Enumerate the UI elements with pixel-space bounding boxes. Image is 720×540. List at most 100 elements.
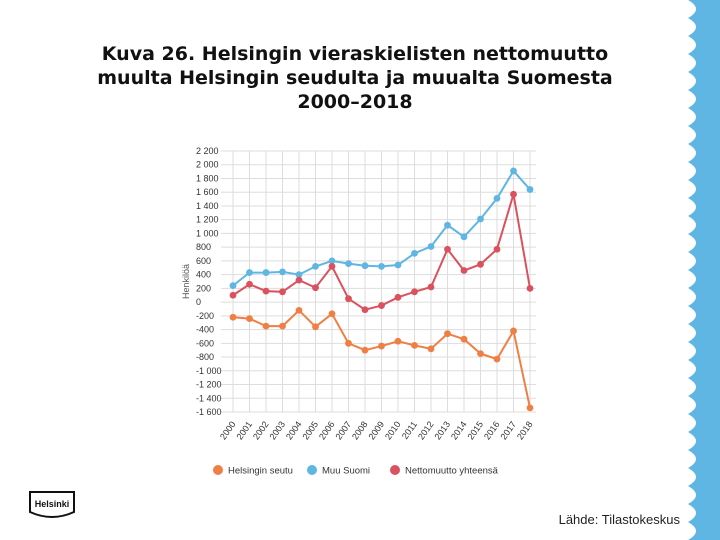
y-tick-label: 400 xyxy=(196,270,211,280)
x-tick-label: 2015 xyxy=(465,419,485,441)
data-point xyxy=(444,330,451,338)
data-point xyxy=(262,269,270,276)
x-tick-label: 2006 xyxy=(317,419,337,441)
data-point xyxy=(295,306,303,314)
y-tick-label: 1 400 xyxy=(196,201,219,211)
data-point xyxy=(312,262,319,270)
y-tick-label: -200 xyxy=(196,311,214,321)
y-tick-label: 800 xyxy=(196,242,211,252)
data-point xyxy=(246,315,253,322)
x-tick-label: 2004 xyxy=(284,419,304,441)
y-tick-label: 2 000 xyxy=(196,160,219,170)
data-point xyxy=(246,280,253,288)
data-point xyxy=(229,282,237,290)
helsinki-logo: Helsinki xyxy=(28,488,76,520)
data-point xyxy=(378,302,385,309)
y-tick-label: -1 600 xyxy=(196,407,222,417)
legend-label: Nettomuutto yhteensä xyxy=(405,466,499,477)
y-tick-label: -1 400 xyxy=(196,393,222,403)
x-tick-label: 2013 xyxy=(432,419,452,441)
data-point xyxy=(295,271,303,279)
legend-marker xyxy=(213,465,223,475)
y-tick-label: -1 000 xyxy=(196,366,222,376)
y-tick-label: -400 xyxy=(196,325,214,335)
y-tick-label: 1 800 xyxy=(196,173,219,183)
x-tick-label: 2010 xyxy=(383,419,403,441)
data-point xyxy=(427,283,435,291)
data-point xyxy=(510,190,517,198)
data-point xyxy=(477,260,484,268)
data-point xyxy=(328,262,336,270)
y-tick-label: -1 200 xyxy=(196,380,222,390)
x-tick-label: 2008 xyxy=(350,419,370,441)
data-point xyxy=(361,306,369,314)
data-point xyxy=(477,215,484,223)
data-point xyxy=(295,276,303,284)
data-point xyxy=(427,345,435,353)
data-point xyxy=(394,261,402,269)
data-point xyxy=(444,221,451,229)
decorative-wave-border xyxy=(688,0,720,540)
x-tick-label: 2009 xyxy=(366,419,386,441)
x-tick-label: 2016 xyxy=(482,419,502,441)
data-point xyxy=(328,310,336,318)
data-point xyxy=(378,262,385,270)
data-point xyxy=(328,257,336,265)
y-tick-label: -800 xyxy=(196,352,214,362)
x-tick-label: 2012 xyxy=(416,419,436,441)
x-tick-label: 2018 xyxy=(515,419,535,441)
logo-wordmark: Helsinki xyxy=(35,499,70,509)
data-point xyxy=(526,186,534,193)
page-title: Kuva 26. Helsingin vieraskielisten netto… xyxy=(80,42,630,114)
x-tick-label: 2001 xyxy=(234,419,254,441)
data-point xyxy=(378,342,385,350)
x-tick-label: 2007 xyxy=(333,419,353,441)
title-line-1: Kuva 26. Helsingin vieraskielisten netto… xyxy=(101,43,609,65)
data-point xyxy=(444,245,451,253)
legend-label: Helsingin seutu xyxy=(228,466,293,477)
x-tick-label: 2002 xyxy=(251,419,271,441)
legend-marker xyxy=(307,465,317,475)
data-point xyxy=(510,327,517,335)
data-point xyxy=(477,350,484,358)
data-point xyxy=(411,288,418,296)
y-tick-label: 200 xyxy=(196,283,211,293)
data-point xyxy=(361,262,369,270)
data-point xyxy=(411,341,418,349)
y-tick-label: 2 200 xyxy=(196,146,219,156)
data-point xyxy=(279,288,286,296)
legend-label: Muu Suomi xyxy=(322,466,370,477)
data-point xyxy=(361,346,369,354)
data-point xyxy=(262,287,270,295)
data-point xyxy=(526,284,534,292)
title-line-3: 2000–2018 xyxy=(297,91,413,113)
x-tick-label: 2017 xyxy=(498,419,518,441)
x-tick-label: 2005 xyxy=(300,419,320,441)
data-point xyxy=(246,269,253,276)
title-line-2: muulta Helsingin seudulta ja muualta Suo… xyxy=(97,67,613,89)
x-tick-label: 2014 xyxy=(449,419,469,441)
legend-marker xyxy=(390,465,400,475)
data-point xyxy=(279,268,286,276)
data-point xyxy=(427,243,435,250)
data-point xyxy=(345,339,352,347)
data-point xyxy=(312,323,319,331)
data-point xyxy=(526,404,534,412)
data-point xyxy=(345,295,352,303)
data-point xyxy=(460,233,468,241)
data-point xyxy=(493,245,501,253)
data-point xyxy=(345,260,352,268)
source-note: Lähde: Tilastokeskus xyxy=(558,512,680,527)
data-point xyxy=(312,284,319,292)
y-tick-label: 1 600 xyxy=(196,187,219,197)
data-point xyxy=(394,337,402,345)
data-point xyxy=(279,322,286,330)
data-point xyxy=(262,322,270,330)
y-tick-label: -600 xyxy=(196,338,214,348)
data-point xyxy=(394,293,402,301)
y-tick-label: 1 000 xyxy=(196,228,219,238)
x-tick-label: 2011 xyxy=(400,419,419,441)
data-point xyxy=(411,249,418,257)
data-point xyxy=(460,335,468,343)
